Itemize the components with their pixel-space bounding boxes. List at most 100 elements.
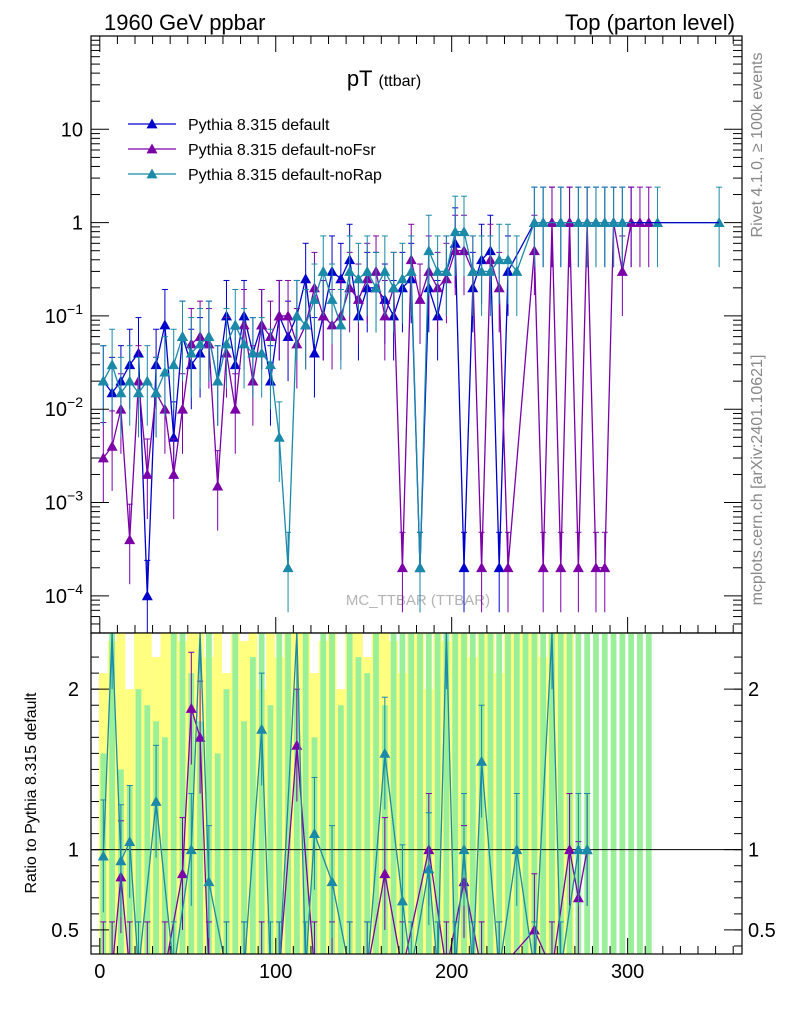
legend-label: Pythia 8.315 default (188, 117, 330, 134)
data-point (335, 319, 347, 330)
ratio-point (185, 702, 197, 713)
data-point (616, 265, 628, 276)
legend-label: Pythia 8.315 default-noFsr (188, 142, 376, 159)
data-point (159, 366, 171, 377)
data-point (229, 319, 241, 330)
data-point (124, 375, 136, 386)
band-green-bin (619, 633, 626, 954)
y-tick-exp: −2 (67, 394, 83, 410)
data-point (308, 294, 320, 304)
x-tick-label: 200 (435, 961, 468, 983)
data-point (370, 282, 382, 293)
ratio-point (423, 863, 435, 874)
data-point (97, 452, 109, 463)
ratio-panel: 2 2 1 1 0.5 0.5 0 100 200 300 (51, 632, 776, 983)
data-point (220, 338, 232, 349)
ratio-point (124, 836, 136, 847)
data-point (396, 562, 408, 573)
data-point (212, 480, 224, 491)
band-green-bin (214, 753, 221, 954)
series-1 (97, 186, 655, 613)
data-point (493, 562, 505, 573)
data-point (590, 562, 602, 573)
band-green-bin (267, 705, 274, 954)
data-point (528, 217, 540, 228)
data-point (106, 440, 118, 451)
legend: Pythia 8.315 default Pythia 8.315 default… (128, 117, 382, 184)
band-green-bin (241, 721, 247, 954)
ratio-tick-label: 2 (68, 679, 79, 701)
ratio-point (115, 855, 127, 866)
data-point (493, 254, 505, 265)
data-point (141, 468, 153, 479)
y-tick-exp: −4 (67, 581, 83, 597)
data-point (203, 331, 215, 342)
ratio-point (185, 844, 197, 855)
legend-marker (146, 168, 158, 179)
data-point (115, 387, 127, 398)
data-point (502, 254, 514, 265)
ratio-point (379, 747, 391, 758)
y-tick-exp: −1 (67, 301, 83, 317)
band-green-bin (373, 633, 379, 954)
header-right: Top (parton level) (565, 10, 735, 35)
ratio-tick-label-right: 1 (748, 840, 759, 862)
data-point (97, 375, 109, 386)
band-green-bin (549, 633, 555, 954)
data-point (308, 347, 320, 358)
band-green-bin (232, 633, 239, 954)
band-green-bin (469, 633, 476, 954)
data-point (273, 431, 285, 442)
data-point (458, 562, 470, 573)
legend-marker (146, 118, 158, 129)
main-series-group (97, 186, 725, 633)
data-point (317, 265, 329, 276)
band-green-bin (179, 633, 186, 954)
band-green-bin (197, 721, 203, 954)
header-left: 1960 GeV ppbar (104, 10, 265, 35)
band-green-bin (135, 689, 142, 954)
data-point (388, 282, 400, 293)
band-green-bin (505, 633, 511, 954)
rivet-label: Rivet 4.1.0, ≥ 100k events (749, 53, 766, 238)
y-tick-exp: −3 (67, 488, 83, 504)
data-point (449, 226, 461, 237)
y-tick-label: 10−4 (45, 581, 83, 608)
band-green-bin (276, 633, 283, 954)
data-point (555, 217, 567, 228)
data-point (537, 217, 549, 228)
data-point (168, 359, 180, 370)
data-point (291, 310, 303, 321)
ratio-series-1 (97, 633, 593, 954)
band-green-bin (109, 633, 116, 954)
data-point (423, 245, 435, 256)
plot-title: pT (ttbar) (347, 66, 421, 91)
y-tick-base: 10 (45, 306, 67, 328)
band-green-bin (364, 673, 371, 954)
data-point (273, 310, 285, 321)
band-green-bin (408, 633, 415, 954)
band-green-bin (593, 633, 599, 954)
band-green-bin (443, 633, 450, 954)
data-point (150, 387, 162, 398)
y-tick-base: 10 (45, 493, 67, 515)
data-point (599, 562, 611, 573)
ratio-point (564, 844, 576, 855)
data-point (194, 338, 206, 349)
ratio-point (308, 828, 320, 839)
band-green-bin (496, 633, 503, 954)
data-point (458, 226, 470, 237)
ratio-tick-label: 1 (68, 840, 79, 862)
data-point (361, 265, 373, 276)
y-tick-label: 10 (61, 119, 83, 141)
data-point (212, 375, 224, 386)
data-point (555, 562, 567, 573)
band-green-bin (434, 633, 441, 954)
data-point (300, 273, 312, 284)
data-point (608, 217, 620, 228)
data-point (106, 359, 118, 370)
data-point (256, 347, 268, 358)
data-point (599, 217, 611, 228)
